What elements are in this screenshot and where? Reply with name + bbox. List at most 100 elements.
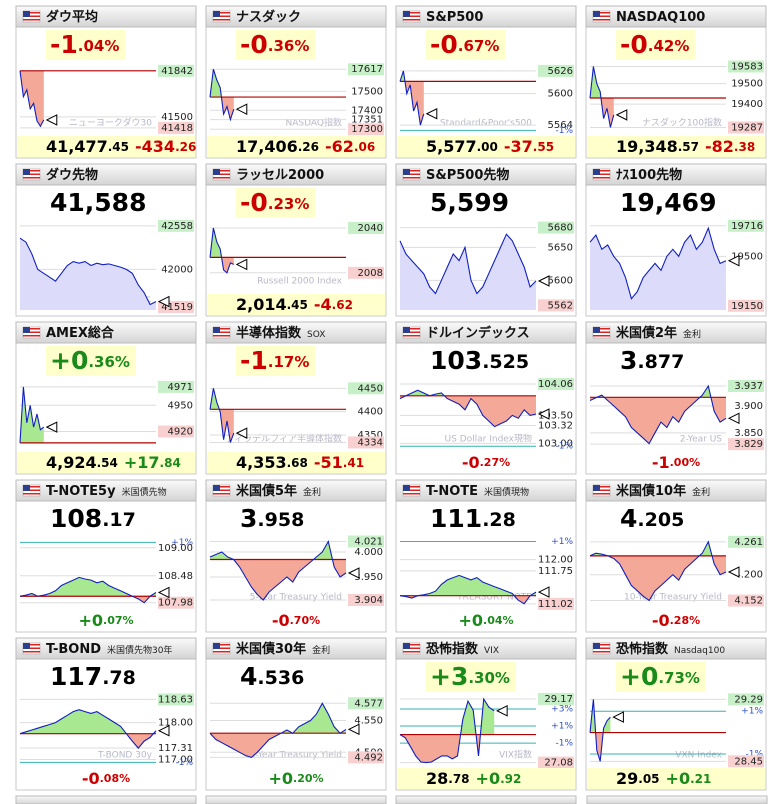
bottom-bg bbox=[17, 452, 195, 473]
flag-stripe bbox=[213, 173, 230, 175]
tile-header bbox=[15, 5, 197, 28]
flag-canton bbox=[403, 643, 410, 649]
headline: 3.958 bbox=[240, 504, 304, 533]
change: -0.27% bbox=[462, 453, 510, 472]
tile: 米国債2年 金利 3.877 2-Year US 3.937 3.900 3.8503.82… bbox=[585, 321, 767, 475]
price: 4,924.54 bbox=[46, 453, 118, 472]
tile-header bbox=[395, 163, 577, 186]
flag-canton bbox=[403, 169, 410, 175]
tile-subtitle: VIX bbox=[484, 646, 499, 656]
tile-header bbox=[395, 321, 577, 344]
bottom-bg bbox=[17, 136, 195, 157]
area-down bbox=[400, 81, 424, 126]
tick-label-bg bbox=[728, 121, 764, 134]
flag-stripe bbox=[593, 489, 610, 491]
y-tick-label: 103.32 bbox=[538, 420, 573, 431]
flag-stripe bbox=[593, 328, 610, 330]
diff: -82.38 bbox=[705, 137, 755, 156]
y-tick-label: 5650 bbox=[548, 242, 573, 253]
watermark: 10-Year Treasury Yield bbox=[624, 593, 722, 603]
headline-bg bbox=[236, 30, 316, 60]
change: -0.08% bbox=[82, 769, 130, 788]
flag-stripe bbox=[403, 177, 420, 179]
tick-label-bg bbox=[728, 693, 764, 706]
area-down bbox=[400, 395, 536, 427]
y-tick-label: 4950 bbox=[168, 400, 193, 411]
y-tick-label: 112.00 bbox=[538, 555, 573, 566]
bottom-bg bbox=[207, 294, 385, 315]
diff: +0.92 bbox=[476, 769, 522, 788]
flag-stripe bbox=[23, 651, 40, 653]
y-tick-label: 3.829 bbox=[734, 439, 763, 450]
y-tick-label: 19716 bbox=[731, 221, 763, 232]
flag-stripe bbox=[213, 647, 230, 649]
tile-title: ﾅｽ100先物 bbox=[616, 167, 682, 183]
tick-label-bg bbox=[728, 535, 764, 548]
tile-title: 恐怖指数 bbox=[426, 641, 479, 657]
tile-header bbox=[205, 321, 387, 344]
watermark: US Dollar Index現物 bbox=[445, 433, 532, 445]
area-down bbox=[400, 734, 481, 763]
tick-label-bg bbox=[538, 756, 574, 769]
y-tick-label: 41418 bbox=[161, 123, 193, 134]
y-tick-label: 42558 bbox=[161, 221, 193, 232]
flag-stripe bbox=[403, 170, 420, 172]
tile-subtitle: 金利 bbox=[312, 644, 330, 656]
current-marker bbox=[157, 295, 170, 308]
y-tick-label: 4.021 bbox=[354, 537, 383, 548]
headline: -1.17% bbox=[240, 346, 309, 375]
watermark: Standard&Poor's500 bbox=[440, 119, 532, 129]
current-marker bbox=[727, 254, 740, 267]
tile-subtitle: 米国債先物30年 bbox=[107, 644, 172, 656]
tick-label-bg bbox=[158, 64, 194, 77]
tile-subtitle: 米国債現物 bbox=[484, 486, 529, 498]
area-down bbox=[590, 98, 614, 128]
flag-stripe bbox=[213, 651, 230, 653]
diff: +17.84 bbox=[124, 453, 181, 472]
tile: 恐怖指数 VIX +3.30% VIX指数 29.17+3% +1% -1% 27.08 28.… bbox=[395, 637, 577, 791]
flag-stripe bbox=[23, 15, 40, 17]
price-line bbox=[589, 226, 727, 300]
y-tick-label: 108.48 bbox=[158, 571, 193, 582]
y-tick-label: 17617 bbox=[351, 64, 383, 75]
flag-stripe bbox=[593, 335, 610, 337]
current-marker bbox=[235, 427, 248, 439]
current-marker bbox=[615, 109, 628, 121]
current-marker bbox=[537, 408, 550, 420]
change: -1.00% bbox=[652, 453, 700, 472]
area-down bbox=[607, 555, 726, 601]
tile: 恐怖指数 Nasdaq100+0.73%VXN Index29.29+1%-1%2… bbox=[585, 637, 767, 791]
y-tick-label: 4.000 bbox=[354, 547, 383, 558]
price-line bbox=[209, 702, 347, 759]
headline: 111.28 bbox=[430, 504, 516, 533]
change: +0.07% bbox=[78, 611, 133, 630]
flag-stripe bbox=[403, 15, 420, 17]
flag-stripe bbox=[213, 170, 230, 172]
headline: 4.205 bbox=[620, 504, 684, 533]
tile-header bbox=[15, 479, 197, 502]
y-tick-label: 29.29 bbox=[734, 694, 763, 705]
y-tick-label: 4.492 bbox=[354, 752, 383, 763]
tick-label-bg bbox=[348, 535, 384, 548]
y-tick-label: 4.200 bbox=[734, 570, 763, 581]
flag-stripe bbox=[213, 493, 230, 495]
tile-subtitle: 金利 bbox=[303, 486, 321, 498]
y-tick-label: 2040 bbox=[358, 223, 383, 234]
flag-canton bbox=[213, 643, 220, 649]
y-tick-label: +1% bbox=[551, 722, 573, 732]
tick-label-bg bbox=[158, 596, 194, 609]
flag-canton bbox=[213, 485, 220, 491]
price-line bbox=[19, 576, 157, 604]
flag-stripe bbox=[23, 647, 40, 649]
tile-title: NASDAQ100 bbox=[616, 10, 705, 25]
tile-header bbox=[15, 321, 197, 344]
flag-stripe bbox=[23, 493, 40, 495]
tile-header bbox=[585, 321, 767, 344]
area-down bbox=[590, 732, 611, 762]
flag-stripe bbox=[403, 331, 420, 333]
flag-canton bbox=[593, 327, 600, 333]
flag-stripe bbox=[403, 647, 420, 649]
headline: 4.536 bbox=[240, 662, 304, 691]
